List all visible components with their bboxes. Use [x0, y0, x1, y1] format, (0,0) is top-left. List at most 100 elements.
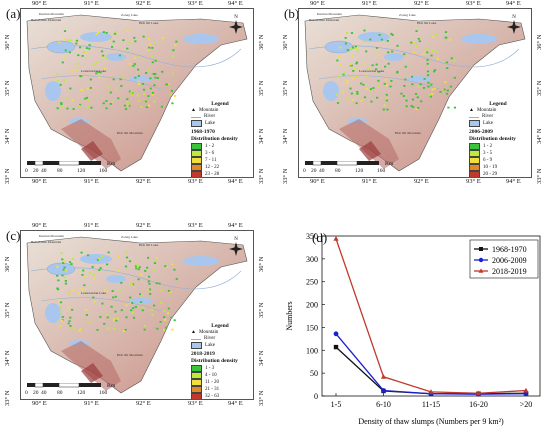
density-class-label: 21 - 31 — [205, 386, 220, 392]
data-point — [428, 389, 434, 394]
legend-label: 2006-2009 — [492, 256, 527, 265]
longitude-tick-label: 93° E — [188, 178, 203, 185]
legend-marker — [479, 247, 483, 251]
lake-name-label: Hoh Xil Lake — [139, 21, 159, 25]
x-tick-label: 1-5 — [331, 400, 342, 409]
mountain-name-label: Bukadaban Mountain — [309, 18, 340, 22]
density-swatch — [191, 393, 202, 399]
legend-period: 2006-2009 — [469, 129, 493, 136]
longitude-tick-label: 93° E — [188, 222, 203, 229]
mountain-name-label: Kunlun Mountain — [317, 12, 342, 16]
density-class-row: 11 - 20 — [191, 379, 249, 387]
scale-tick-label: 0 — [303, 168, 306, 174]
density-class-label: 11 - 20 — [205, 379, 219, 385]
latitude-tick-label: 36° N — [258, 34, 265, 50]
latitude-tick-label: 33° N — [4, 168, 11, 184]
scale-unit-label: Km — [107, 161, 116, 167]
scale-tick-label: 160 — [99, 390, 108, 396]
density-class-row: 3 - 6 — [191, 150, 249, 158]
longitude-tick-label: 90° E — [32, 0, 47, 7]
data-point — [333, 235, 339, 241]
latitude-tick-label: 34° N — [4, 128, 11, 144]
latitude-tick-label: 35° N — [4, 80, 11, 96]
latitude-tick-label: 35° N — [282, 80, 289, 96]
density-class-row: 6 - 9 — [469, 157, 527, 165]
mountain-icon: ▲ — [191, 107, 196, 113]
density-class-row: 12 - 22 — [191, 164, 249, 172]
scale-tick-label: 120 — [355, 168, 364, 174]
lake-name-label: Lexiewudan Lake — [81, 291, 107, 295]
legend-mountain: Mountain — [476, 107, 497, 113]
lake-swatch — [469, 120, 480, 128]
density-swatch — [191, 365, 202, 373]
longitude-tick-label: 92° E — [136, 400, 151, 407]
longitude-tick-label: 91° E — [84, 222, 99, 229]
legend-marker — [478, 257, 484, 263]
density-swatch — [469, 171, 480, 177]
legend-river: River — [482, 114, 494, 120]
longitude-tick-label: 94° E — [228, 222, 243, 229]
x-tick-label: 11-15 — [422, 400, 440, 409]
y-tick-label: 0 — [314, 392, 318, 401]
longitude-tick-label: 94° E — [506, 178, 521, 185]
latitude-tick-label: 33° N — [536, 168, 543, 184]
density-class-row: 32 - 63 — [191, 393, 249, 399]
data-point — [381, 388, 386, 393]
density-class-row: 3 - 5 — [469, 150, 527, 158]
data-point — [523, 387, 529, 393]
scale-unit-label: Km — [107, 383, 116, 389]
scale-bar-graphic — [27, 160, 101, 166]
lake-name-label: Hoh Xil Lake — [417, 21, 437, 25]
scale-tick-label: 120 — [77, 168, 86, 174]
data-point — [333, 331, 339, 337]
longitude-tick-label: 92° E — [414, 0, 429, 7]
latitude-tick-label: 33° N — [282, 168, 289, 184]
map-panel-c: (c) Kunlun Mountain Bukadaban Mountain Z… — [0, 222, 272, 434]
legend-title: Legend — [211, 323, 229, 329]
legend-period: 1968-1970 — [191, 129, 215, 136]
thaw-slump-chart: 0 50 100 150 200 250 300 350 1-5 6-10 11-15 16-20 >2… — [285, 232, 541, 426]
latitude-tick-label: 36° N — [536, 34, 543, 50]
river-icon — [191, 338, 201, 340]
map-frame: Kunlun Mountain Bukadaban Mountain Zonag… — [20, 8, 254, 178]
longitude-tick-label: 94° E — [228, 0, 243, 7]
legend-lake: Lake — [205, 342, 215, 348]
latitude-tick-label: 35° N — [258, 80, 265, 96]
scale-tick-label: 80 — [335, 168, 341, 174]
legend-label: 1968-1970 — [492, 245, 527, 254]
scale-tick-label: 40 — [41, 390, 47, 396]
map-legend: Legend ▲ Mountain River Lake 2018-2019 Di… — [191, 323, 249, 399]
map-legend: Legend ▲ Mountain River Lake 1968-1970 Di… — [191, 101, 249, 177]
legend-mountain: Mountain — [198, 107, 219, 113]
mountain-icon: ▲ — [191, 329, 196, 335]
density-class-row: 4 - 10 — [191, 372, 249, 380]
map-frame: Kunlun Mountain Bukadaban Mountain Zonag… — [298, 8, 532, 178]
density-class-label: 20 - 29 — [483, 171, 498, 177]
panel-label: (a) — [6, 6, 21, 21]
latitude-tick-label: 36° N — [4, 34, 11, 50]
north-arrow-icon: N — [229, 15, 243, 36]
latitude-tick-label: 33° N — [258, 390, 265, 406]
y-axis-label: Numbers — [285, 301, 294, 330]
latitude-tick-label: 35° N — [4, 302, 11, 318]
scale-tick-label: 20 — [33, 168, 39, 174]
legend-density-title: Distribution density — [469, 136, 516, 143]
map-legend: Legend ▲ Mountain River Lake 2006-2009 Di… — [469, 101, 527, 177]
series-line-1968-1970 — [335, 346, 527, 395]
scale-bar: 0 20 40 80 120 160 Km — [303, 160, 395, 175]
density-class-row: 23 - 28 — [191, 171, 249, 177]
legend-title: Legend — [489, 101, 507, 107]
series-line-2006-2009 — [335, 333, 527, 395]
density-swatch — [469, 150, 480, 158]
latitude-tick-label: 35° N — [536, 80, 543, 96]
x-tick-label: >20 — [520, 400, 533, 409]
density-swatch — [191, 157, 202, 165]
river-icon — [469, 116, 479, 118]
latitude-tick-label: 36° N — [258, 256, 265, 272]
longitude-tick-label: 90° E — [310, 178, 325, 185]
scale-tick-label: 120 — [77, 390, 86, 396]
mountain-name-label: Bukadaban Mountain — [31, 240, 62, 244]
density-class-row: 1 - 2 — [191, 143, 249, 151]
mountain-name-label: Hoh Xil Mountain — [117, 131, 143, 135]
data-point — [333, 344, 339, 350]
